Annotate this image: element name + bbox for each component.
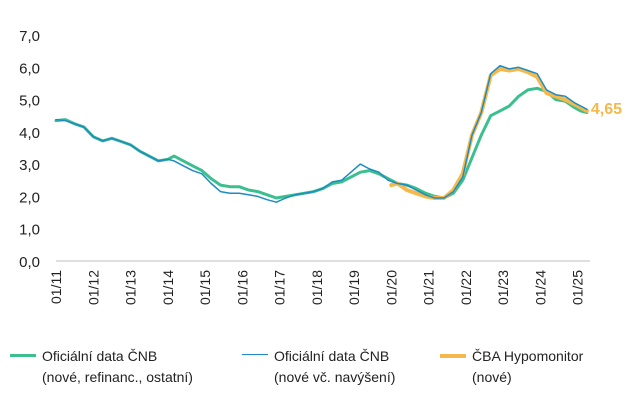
x-tick-label: 01/17 (272, 270, 288, 305)
x-axis-ticks: 01/11 01/12 01/13 01/14 01/15 01/16 01/17 01/18… (48, 270, 586, 305)
legend: Oficiální data ČNB (nové, refinanc., ost… (10, 346, 635, 402)
legend-label: ČBA Hypomonitor (nové) (472, 346, 583, 388)
y-axis-ticks: 0,0 1,0 2,0 3,0 4,0 5,0 6,0 7,0 (19, 28, 40, 271)
x-tick-label: 01/15 (197, 270, 213, 305)
x-tick-label: 01/25 (570, 270, 586, 305)
legend-label: Oficiální data ČNB (nové, refinanc., ost… (42, 346, 193, 388)
legend-label-line2: (nové) (472, 369, 512, 385)
legend-label-line2: (nové, refinanc., ostatní) (42, 369, 193, 385)
y-tick-label: 2,0 (19, 189, 40, 206)
legend-label-line1: ČBA Hypomonitor (472, 348, 584, 364)
legend-label-line1: Oficiální data ČNB (42, 348, 158, 364)
x-tick-label: 01/18 (309, 270, 325, 305)
x-tick-label: 01/21 (421, 270, 437, 305)
x-tick-label: 01/16 (234, 270, 250, 305)
series-line-0 (54, 86, 589, 200)
y-tick-label: 3,0 (19, 157, 40, 174)
legend-swatch-cnb-nove-refinanc (10, 354, 36, 357)
series-lines (54, 64, 589, 203)
y-tick-label: 0,0 (19, 254, 40, 271)
legend-swatch-cba-hypomonitor (440, 354, 466, 358)
x-tick-label: 01/19 (346, 270, 362, 305)
legend-swatch-cnb-navyseni (242, 354, 268, 355)
y-tick-label: 5,0 (19, 93, 40, 110)
x-tick-label: 01/22 (458, 270, 474, 305)
x-tick-label: 01/14 (160, 270, 176, 305)
x-tick-label: 01/13 (123, 270, 139, 305)
x-tick-label: 01/23 (495, 270, 511, 305)
y-tick-label: 7,0 (19, 28, 40, 45)
x-tick-label: 01/11 (48, 270, 64, 304)
y-tick-label: 1,0 (19, 222, 40, 239)
series-line-2 (389, 66, 589, 200)
y-tick-label: 6,0 (19, 60, 40, 77)
x-tick-label: 01/12 (85, 270, 101, 305)
legend-label-line2: (nové vč. navýšení) (274, 369, 396, 385)
end-value-label: 4,65 (591, 101, 622, 118)
line-chart: 0,0 1,0 2,0 3,0 4,0 5,0 6,0 7,0 01/11 01/12 01/13… (19, 28, 622, 305)
legend-label: Oficiální data ČNB (nové vč. navýšení) (274, 346, 395, 388)
x-tick-label: 01/20 (383, 270, 399, 305)
y-tick-label: 4,0 (19, 125, 40, 142)
legend-label-line1: Oficiální data ČNB (274, 348, 390, 364)
series-line-1 (55, 64, 588, 203)
x-tick-label: 01/24 (532, 270, 548, 305)
